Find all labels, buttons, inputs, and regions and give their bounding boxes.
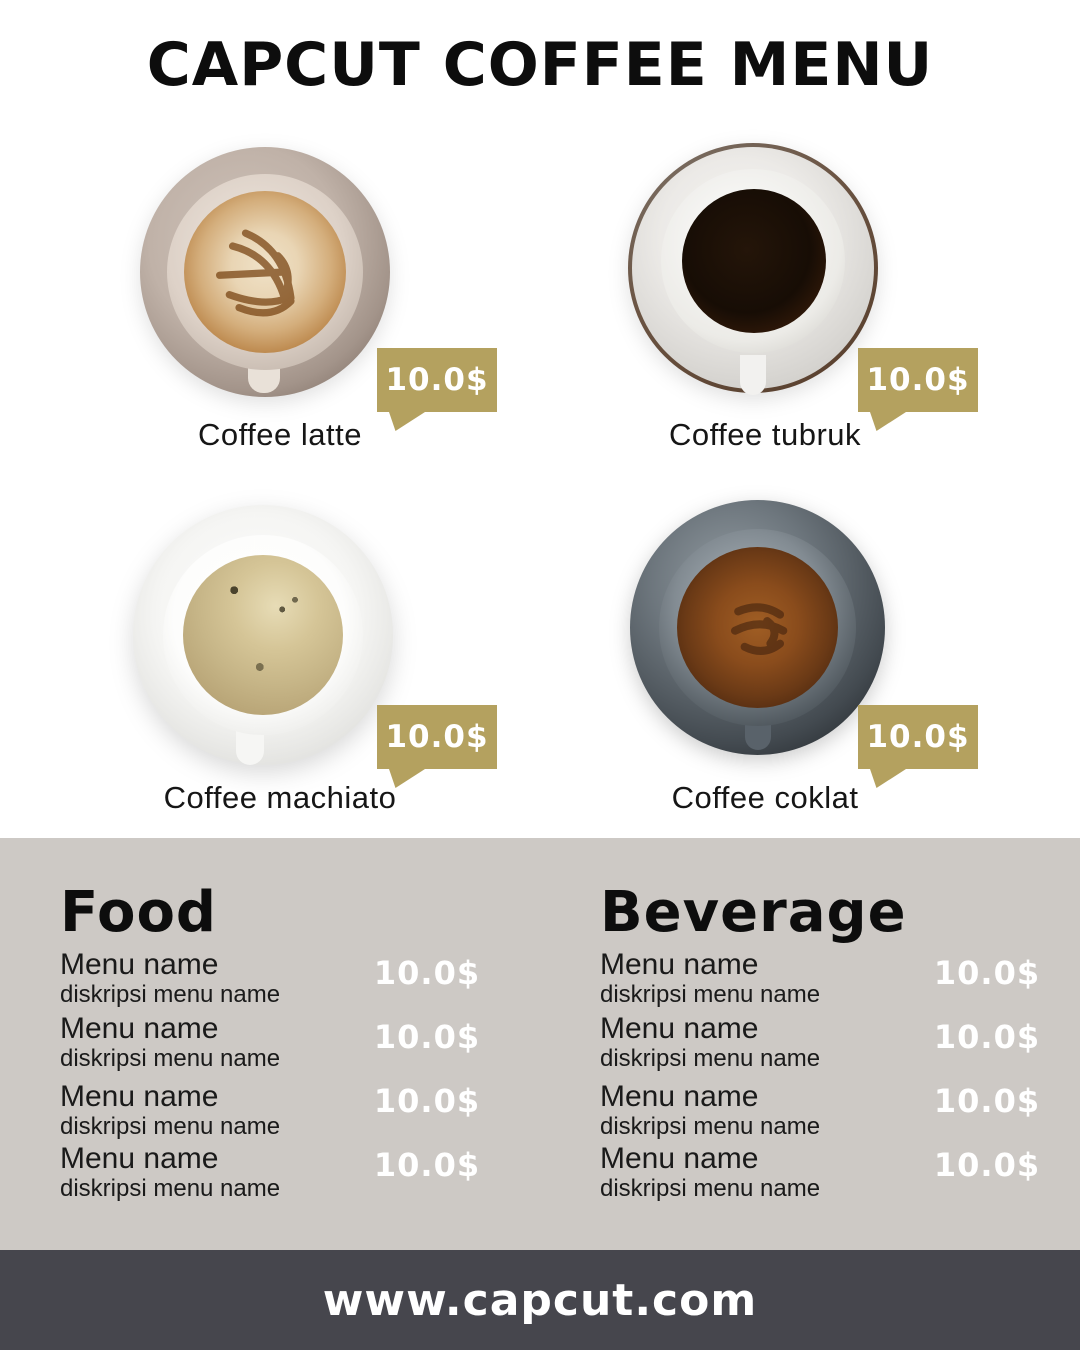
menu-item-price: 10.0$	[373, 954, 481, 992]
crema-swirl	[730, 603, 788, 655]
menu-item-desc: diskripsi menu name	[600, 980, 821, 1008]
price-text: 10.0$	[866, 719, 970, 755]
menu-item-name: Menu name	[600, 1142, 759, 1175]
coffee-tubruk-image	[628, 143, 878, 395]
coffee-machiato-image	[133, 505, 393, 765]
crema-coffee	[183, 555, 343, 715]
product-card-latte: 10.0$ Coffee latte	[60, 140, 500, 485]
menu-item-price: 10.0$	[373, 1146, 481, 1184]
product-name: Coffee tubruk	[668, 417, 862, 452]
price-tag: 10.0$	[377, 705, 497, 788]
menu-item-name: Menu name	[600, 948, 759, 981]
black-coffee	[682, 189, 826, 333]
product-card-machiato: 10.0$ Coffee machiato	[60, 495, 500, 840]
menu-item-price: 10.0$	[933, 1082, 1041, 1120]
menu-item: Menu name diskripsi menu name	[600, 1012, 820, 1071]
product-name: Coffee coklat	[671, 780, 859, 815]
price-tag: 10.0$	[858, 348, 978, 431]
menu-item: Menu name diskripsi menu name	[60, 1012, 280, 1071]
coffee-coklat-image	[630, 500, 885, 755]
website-url: www.capcut.com	[322, 1274, 758, 1326]
price-tag: 10.0$	[858, 705, 978, 788]
cup-handle	[740, 355, 766, 395]
menu-item-price: 10.0$	[933, 1146, 1041, 1184]
menu-item-desc: diskripsi menu name	[60, 1174, 281, 1202]
price-text: 10.0$	[385, 362, 489, 398]
menu-item-desc: diskripsi menu name	[60, 1112, 281, 1140]
menu-item: Menu name diskripsi menu name	[600, 948, 820, 1007]
menu-item-name: Menu name	[600, 1080, 759, 1113]
menu-item: Menu name diskripsi menu name	[600, 1080, 820, 1139]
section-heading-beverage: Beverage	[600, 880, 907, 945]
footer-bar: www.capcut.com	[0, 1250, 1080, 1350]
product-name: Coffee latte	[198, 417, 362, 452]
menu-item-desc: diskripsi menu name	[60, 980, 281, 1008]
price-text: 10.0$	[385, 719, 489, 755]
menu-item: Menu name diskripsi menu name	[60, 1080, 280, 1139]
menu-item-name: Menu name	[600, 1012, 759, 1045]
menu-item-desc: diskripsi menu name	[600, 1174, 821, 1202]
menu-item-price: 10.0$	[933, 954, 1041, 992]
menu-item: Menu name diskripsi menu name	[600, 1142, 820, 1201]
product-card-coklat: 10.0$ Coffee coklat	[545, 495, 985, 840]
latte-art-rosetta	[215, 229, 295, 317]
menu-item-name: Menu name	[60, 1080, 219, 1113]
menu-item-desc: diskripsi menu name	[600, 1044, 821, 1072]
price-tag: 10.0$	[377, 348, 497, 431]
menu-item-desc: diskripsi menu name	[600, 1112, 821, 1140]
menu-item-price: 10.0$	[373, 1018, 481, 1056]
menu-item-desc: diskripsi menu name	[60, 1044, 281, 1072]
menu-item-name: Menu name	[60, 1012, 219, 1045]
product-card-tubruk: 10.0$ Coffee tubruk	[545, 140, 985, 485]
menu-item: Menu name diskripsi menu name	[60, 948, 280, 1007]
menu-item: Menu name diskripsi menu name	[60, 1142, 280, 1201]
section-heading-food: Food	[60, 880, 218, 945]
product-name: Coffee machiato	[163, 780, 397, 815]
coffee-latte-image	[140, 147, 390, 397]
menu-item-name: Menu name	[60, 948, 219, 981]
price-text: 10.0$	[866, 362, 970, 398]
menu-item-name: Menu name	[60, 1142, 219, 1175]
menu-panel: Food Beverage Menu name diskripsi menu n…	[0, 838, 1080, 1250]
menu-item-price: 10.0$	[373, 1082, 481, 1120]
page-title: CAPCUT COFFEE MENU	[146, 30, 934, 100]
menu-item-price: 10.0$	[933, 1018, 1041, 1056]
